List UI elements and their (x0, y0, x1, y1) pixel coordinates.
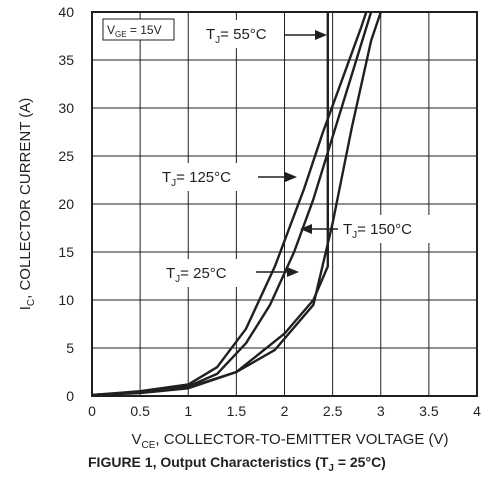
series-label-55c: TJ= 55°C (204, 20, 327, 48)
series-lines (91, 11, 382, 397)
svg-text:TJ= 25°C: TJ= 25°C (166, 265, 227, 285)
y-tick-label: 25 (58, 148, 74, 164)
y-tick-label: 0 (66, 388, 74, 404)
y-tick-label: 5 (66, 340, 74, 356)
x-axis-label: VCE, COLLECTOR-TO-EMITTER VOLTAGE (V) (131, 431, 448, 451)
x-tick-label: 4 (473, 403, 481, 419)
x-tick-label: 2 (281, 403, 289, 419)
plot-frame (91, 11, 478, 397)
x-tick-label: 0.5 (130, 403, 150, 419)
series-line-3 (91, 11, 373, 397)
x-tick-label: 1 (184, 403, 192, 419)
x-tick-label: 3.5 (419, 403, 439, 419)
series-label-125c: TJ= 125°C (156, 163, 297, 191)
svg-text:TJ= 55°C: TJ= 55°C (206, 26, 267, 46)
y-tick-label: 10 (58, 292, 74, 308)
series-label-25c: TJ= 25°C (160, 259, 299, 287)
x-tick-label: 0 (88, 403, 96, 419)
series-label-150c: TJ= 150°C (300, 215, 434, 243)
svg-text:TJ= 150°C: TJ= 150°C (343, 221, 412, 241)
svg-text:TJ= 125°C: TJ= 125°C (162, 169, 231, 189)
x-tick-label: 1.5 (227, 403, 247, 419)
figure-caption: FIGURE 1, Output Characteristics (TJ = 2… (88, 454, 386, 474)
y-tick-label: 30 (58, 100, 74, 116)
x-tick-label: 3 (377, 403, 385, 419)
y-tick-labels: 0 5 10 15 20 25 30 35 40 (58, 4, 74, 404)
series-annotations: TJ= 55°C TJ= 125°C TJ= 150°C TJ= 25°C (156, 20, 434, 287)
x-tick-labels: 0 0.5 1 1.5 2 2.5 3 3.5 4 (88, 403, 481, 419)
series-line-1 (91, 11, 368, 397)
y-tick-label: 40 (58, 4, 74, 20)
y-tick-label: 35 (58, 52, 74, 68)
x-tick-label: 2.5 (323, 403, 343, 419)
condition-box-text: VGE = 15V (107, 23, 162, 39)
condition-box: VGE = 15V (102, 18, 175, 41)
y-axis-label: IC, COLLECTOR CURRENT (A) (17, 98, 37, 311)
y-tick-label: 20 (58, 196, 74, 212)
y-tick-label: 15 (58, 244, 74, 260)
grid-lines (92, 12, 477, 396)
